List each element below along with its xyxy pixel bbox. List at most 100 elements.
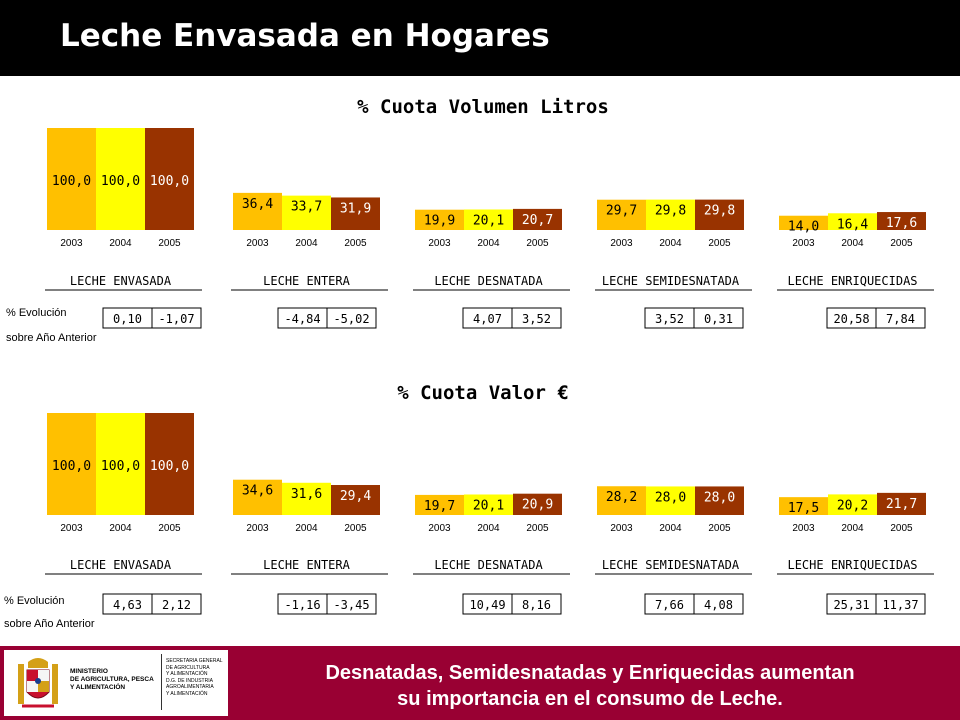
bar-value-label: 28,0 <box>655 490 686 505</box>
group-label: LECHE ENVASADA <box>70 558 172 572</box>
year-tick-label: 2003 <box>60 238 83 249</box>
secretaria-line: D.G. DE INDUSTRIA <box>166 677 213 684</box>
bar-value-label: 29,8 <box>704 204 735 219</box>
bar <box>331 197 380 230</box>
secretaria-line: AGROALIMENTARIA <box>166 684 214 690</box>
year-tick-label: 2005 <box>526 523 549 534</box>
year-tick-label: 2005 <box>890 523 913 534</box>
evolution-value: 0,31 <box>704 312 733 326</box>
bar <box>877 492 926 515</box>
bar <box>513 208 562 230</box>
year-tick-label: 2004 <box>109 523 132 534</box>
secretaria-line: SECRETARIA GENERAL <box>166 658 223 664</box>
bar-value-label: 33,7 <box>291 200 322 215</box>
coat-of-arms-icon <box>18 658 58 708</box>
evolution-value: -5,02 <box>333 312 369 326</box>
bar-value-label: 100,0 <box>52 174 91 189</box>
evolution-value: 7,66 <box>655 598 684 612</box>
evolution-value: -3,45 <box>333 598 369 612</box>
bar-value-label: 31,9 <box>340 201 371 216</box>
ministry-line: Y ALIMENTACIÓN <box>70 684 126 691</box>
header-bar: Leche Envasada en Hogares <box>0 0 960 76</box>
bar <box>96 128 145 230</box>
evolution-value: 10,49 <box>469 598 505 612</box>
bar-value-label: 31,6 <box>291 487 322 502</box>
year-tick-label: 2003 <box>246 523 269 534</box>
bar <box>464 209 513 230</box>
bar <box>331 485 380 515</box>
evolution-value: -4,84 <box>284 312 320 326</box>
bar-value-label: 29,8 <box>655 204 686 219</box>
bar-value-label: 20,1 <box>473 498 504 513</box>
charts-canvas: % Evolución sobre Año Anterior % Evoluci… <box>4 96 934 630</box>
evolution-value: 20,58 <box>833 312 869 326</box>
evol-label-line1: % Evolución <box>4 595 65 607</box>
evolution-value: 4,07 <box>473 312 502 326</box>
bar <box>877 212 926 230</box>
year-tick-label: 2005 <box>890 238 913 249</box>
secretaria-line: Y ALIMENTACIÓN <box>166 671 208 677</box>
evol-label-line2: sobre Año Anterior <box>6 332 97 344</box>
group-label: LECHE SEMIDESNATADA <box>602 558 740 572</box>
bar-value-label: 20,9 <box>522 498 553 513</box>
bar-value-label: 100,0 <box>101 174 140 189</box>
ministry-name: MINISTERIO DE AGRICULTURA, PESCA Y ALIME… <box>70 668 162 692</box>
ministry-line: DE AGRICULTURA, PESCA <box>70 676 154 683</box>
year-tick-label: 2004 <box>477 238 500 249</box>
bar <box>828 494 877 515</box>
bar-value-label: 21,7 <box>886 497 917 512</box>
year-tick-label: 2003 <box>792 523 815 534</box>
evolution-value: 11,37 <box>882 598 918 612</box>
bar-value-label: 100,0 <box>150 174 189 189</box>
year-tick-label: 2005 <box>526 238 549 249</box>
evolution-value: 4,08 <box>704 598 733 612</box>
evol-label-line1: % Evolución <box>6 307 67 319</box>
group-label: LECHE SEMIDESNATADA <box>602 274 740 288</box>
bar <box>646 199 695 230</box>
bar-value-label: 20,2 <box>837 498 868 513</box>
year-tick-label: 2004 <box>659 523 682 534</box>
year-tick-label: 2004 <box>841 238 864 249</box>
year-tick-label: 2003 <box>610 523 633 534</box>
secretaria-name: SECRETARIA GENERAL DE AGRICULTURA Y ALIM… <box>166 658 226 697</box>
evolution-value: 8,16 <box>522 598 551 612</box>
bar-value-label: 36,4 <box>242 197 273 212</box>
bar <box>464 494 513 515</box>
evolution-value: 2,12 <box>162 598 191 612</box>
logo-divider <box>161 654 162 710</box>
bar <box>145 413 194 515</box>
bar <box>282 195 331 230</box>
year-tick-label: 2003 <box>610 238 633 249</box>
bar-value-label: 14,0 <box>788 220 819 235</box>
bar-value-label: 17,6 <box>886 216 917 231</box>
bar-value-label: 34,6 <box>242 484 273 499</box>
secretaria-line: Y ALIMENTACIÓN <box>166 690 208 697</box>
evolution-value: -1,16 <box>284 598 320 612</box>
year-tick-label: 2003 <box>60 523 83 534</box>
bar <box>47 413 96 515</box>
evolution-value: 0,10 <box>113 312 142 326</box>
year-tick-label: 2004 <box>841 523 864 534</box>
bar <box>233 192 282 230</box>
group-label: LECHE ENTERA <box>263 558 350 572</box>
year-tick-label: 2004 <box>477 523 500 534</box>
bar-value-label: 29,7 <box>606 204 637 219</box>
evol-label-line2: sobre Año Anterior <box>4 618 95 630</box>
bar-value-label: 17,5 <box>788 501 819 516</box>
evolution-value: -1,07 <box>158 312 194 326</box>
group-label: LECHE ENRIQUECIDAS <box>787 558 917 572</box>
bar <box>415 209 464 230</box>
chart-title: % Cuota Volumen Litros <box>357 96 609 118</box>
secretaria-line: DE AGRICULTURA <box>166 664 210 671</box>
bar <box>646 486 695 515</box>
bar-value-label: 19,9 <box>424 214 455 229</box>
group-label: LECHE ENRIQUECIDAS <box>787 274 917 288</box>
evolution-value: 3,52 <box>522 312 551 326</box>
year-tick-label: 2003 <box>428 523 451 534</box>
bar-value-label: 28,2 <box>606 490 637 505</box>
bar <box>597 199 646 230</box>
year-tick-label: 2005 <box>344 238 367 249</box>
bar <box>695 199 744 230</box>
bar <box>415 494 464 515</box>
bar <box>47 128 96 230</box>
